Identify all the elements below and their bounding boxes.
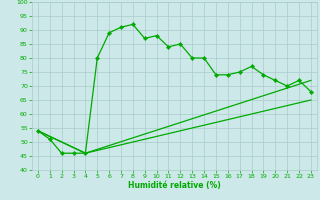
X-axis label: Humidité relative (%): Humidité relative (%) [128, 181, 221, 190]
